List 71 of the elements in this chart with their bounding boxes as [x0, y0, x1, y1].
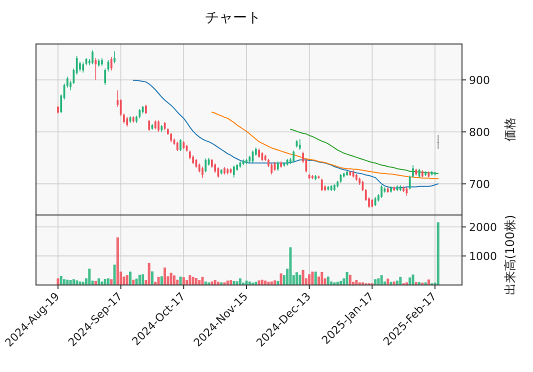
bar [230, 280, 232, 285]
bar [56, 278, 60, 285]
bar [170, 272, 172, 285]
bar [214, 280, 216, 285]
bar [60, 276, 62, 285]
y-tick-label: 2000 [469, 220, 497, 234]
bar [386, 278, 390, 285]
bar [311, 272, 314, 285]
bar [390, 282, 392, 285]
bar [113, 264, 116, 285]
bar [302, 270, 304, 285]
bar [194, 278, 198, 285]
bar [346, 272, 348, 285]
bar [164, 268, 166, 285]
bar [116, 237, 119, 285]
bar [436, 222, 440, 285]
y-axis-title: 出来高(100株) [503, 214, 517, 296]
bar [320, 272, 324, 285]
bar [280, 273, 282, 285]
bar [238, 278, 242, 285]
y-tick-label: 700 [469, 178, 490, 191]
bar [412, 274, 414, 285]
bar [198, 280, 201, 285]
bar [427, 279, 430, 285]
chart-title: チャート [205, 10, 261, 26]
bar [298, 274, 302, 285]
bar [107, 278, 110, 285]
bar [348, 274, 352, 285]
bar [245, 280, 248, 285]
bar [110, 279, 113, 285]
bar [69, 280, 72, 285]
bar [157, 276, 160, 285]
bar [135, 278, 138, 285]
bar [188, 275, 192, 285]
bar [98, 278, 100, 285]
bar [179, 276, 182, 285]
bar [295, 272, 298, 285]
bar [326, 276, 330, 285]
bar [192, 276, 194, 285]
bar [182, 277, 185, 285]
bar [236, 281, 238, 285]
bar [314, 272, 317, 285]
bar [308, 274, 311, 285]
bar [138, 274, 141, 285]
bar [226, 280, 229, 285]
bar [160, 276, 163, 285]
bar [72, 279, 75, 285]
y-tick-label: 800 [469, 126, 490, 139]
bar [142, 274, 144, 285]
bar [380, 275, 383, 285]
bar [63, 279, 66, 285]
bar [396, 280, 399, 285]
bar [88, 268, 91, 285]
bar [399, 276, 402, 285]
bar [126, 275, 128, 285]
bar [201, 276, 204, 285]
y-tick-label: 900 [469, 74, 490, 87]
bar [289, 247, 292, 285]
y-axis-title: 価格 [503, 118, 517, 142]
bar [150, 271, 154, 285]
bar [264, 280, 267, 285]
bar [148, 262, 150, 285]
bar [355, 280, 358, 285]
y-tick-label: 1000 [469, 250, 497, 263]
bar [104, 278, 106, 285]
bar [377, 278, 380, 285]
bar [408, 277, 412, 285]
bar [172, 275, 176, 285]
bar [374, 279, 377, 285]
bar [223, 282, 226, 285]
bar [128, 272, 132, 285]
